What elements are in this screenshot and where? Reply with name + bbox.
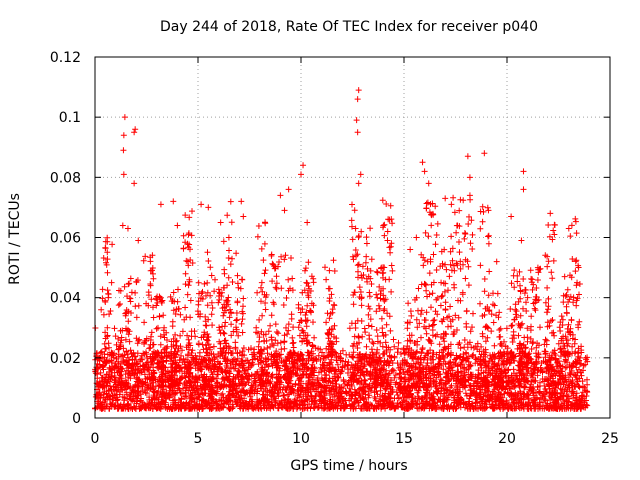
scatter-point xyxy=(132,126,139,133)
data-points xyxy=(92,87,591,412)
scatter-point xyxy=(131,180,138,187)
scatter-point xyxy=(300,162,307,169)
y-tick-label: 0.06 xyxy=(50,231,81,247)
scatter-point xyxy=(135,237,142,244)
x-tick-label: 0 xyxy=(91,431,100,447)
scatter-point xyxy=(466,174,473,181)
scatter-point xyxy=(277,192,284,199)
scatter-point xyxy=(157,201,164,208)
scatter-point xyxy=(551,231,558,238)
scatter-point xyxy=(120,171,127,178)
scatter-point xyxy=(481,150,488,157)
x-axis-label: GPS time / hours xyxy=(290,458,407,474)
scatter-point xyxy=(354,96,361,103)
scatter-point xyxy=(258,279,265,286)
y-tick-label: 0.04 xyxy=(50,291,81,307)
scatter-point xyxy=(285,186,292,193)
x-tick-label: 10 xyxy=(292,431,310,447)
scatter-point xyxy=(170,198,177,205)
scatter-point xyxy=(466,192,473,199)
y-tick-label: 0 xyxy=(72,411,81,427)
scatter-point xyxy=(131,129,138,136)
scatter-point xyxy=(326,285,333,292)
scatter-point xyxy=(104,324,111,331)
scatter-point xyxy=(198,201,205,208)
scatter-point xyxy=(352,225,359,232)
scatter-point xyxy=(380,222,387,229)
scatter-point xyxy=(147,282,154,289)
scatter-point xyxy=(448,201,455,208)
scatter-point xyxy=(238,198,245,205)
scatter-point xyxy=(384,237,391,244)
scatter-point xyxy=(442,195,449,202)
scatter-point xyxy=(565,225,572,232)
scatter-point xyxy=(524,294,531,301)
scatter-point xyxy=(124,225,131,232)
scatter-point xyxy=(240,213,247,220)
scatter-point xyxy=(438,279,445,286)
scatter-point xyxy=(281,207,288,214)
y-tick-label: 0.02 xyxy=(50,351,81,367)
x-tick-label: 20 xyxy=(498,431,516,447)
scatter-point xyxy=(547,210,554,217)
scatter-point xyxy=(355,87,362,94)
y-tick-label: 0.1 xyxy=(59,110,81,126)
scatter-point xyxy=(354,129,361,136)
scatter-point xyxy=(485,207,492,214)
scatter-point xyxy=(355,180,362,187)
scatter-point xyxy=(304,219,311,226)
scatter-point xyxy=(357,171,364,178)
y-axis-label: ROTI / TECUs xyxy=(7,193,23,285)
y-tick-label: 0.12 xyxy=(50,50,81,66)
y-tick-label: 0.08 xyxy=(50,170,81,186)
scatter-point xyxy=(421,168,428,175)
scatter-point xyxy=(119,222,126,229)
scatter-point xyxy=(561,273,568,280)
scatter-point xyxy=(425,180,432,187)
scatter-point xyxy=(353,117,360,124)
scatter-point xyxy=(493,258,500,265)
x-tick-label: 25 xyxy=(601,431,619,447)
scatter-point xyxy=(174,222,181,229)
scatter-point xyxy=(508,213,515,220)
scatter-point xyxy=(120,147,127,154)
scatter-point xyxy=(98,306,105,313)
scatter-point xyxy=(413,234,420,241)
scatter-point xyxy=(534,264,541,271)
axis-ticks: 0 0.02 0.04 0.06 0.08 0.1 0.12 0 5 10 15 20 25 xyxy=(50,50,619,447)
scatter-point xyxy=(454,222,461,229)
x-tick-label: 5 xyxy=(194,431,203,447)
scatter-point xyxy=(520,186,527,193)
scatter-point xyxy=(120,132,127,139)
scatter-point xyxy=(518,237,525,244)
scatter-point xyxy=(205,204,212,211)
chart-title: Day 244 of 2018, Rate Of TEC Index for r… xyxy=(160,19,538,35)
scatter-point xyxy=(225,234,232,241)
x-tick-label: 15 xyxy=(395,431,413,447)
scatter-point xyxy=(419,159,426,166)
scatter-point xyxy=(217,219,224,226)
scatter-point xyxy=(464,153,471,160)
scatter-point xyxy=(378,264,385,271)
scatter-point xyxy=(184,291,191,298)
scatter-point xyxy=(520,168,527,175)
scatter-point xyxy=(298,171,304,178)
scatter-point-band xyxy=(92,194,591,412)
scatter-point xyxy=(407,246,414,253)
scatter-point xyxy=(121,114,128,121)
scatter-point xyxy=(363,240,370,247)
scatter-point xyxy=(574,279,581,286)
